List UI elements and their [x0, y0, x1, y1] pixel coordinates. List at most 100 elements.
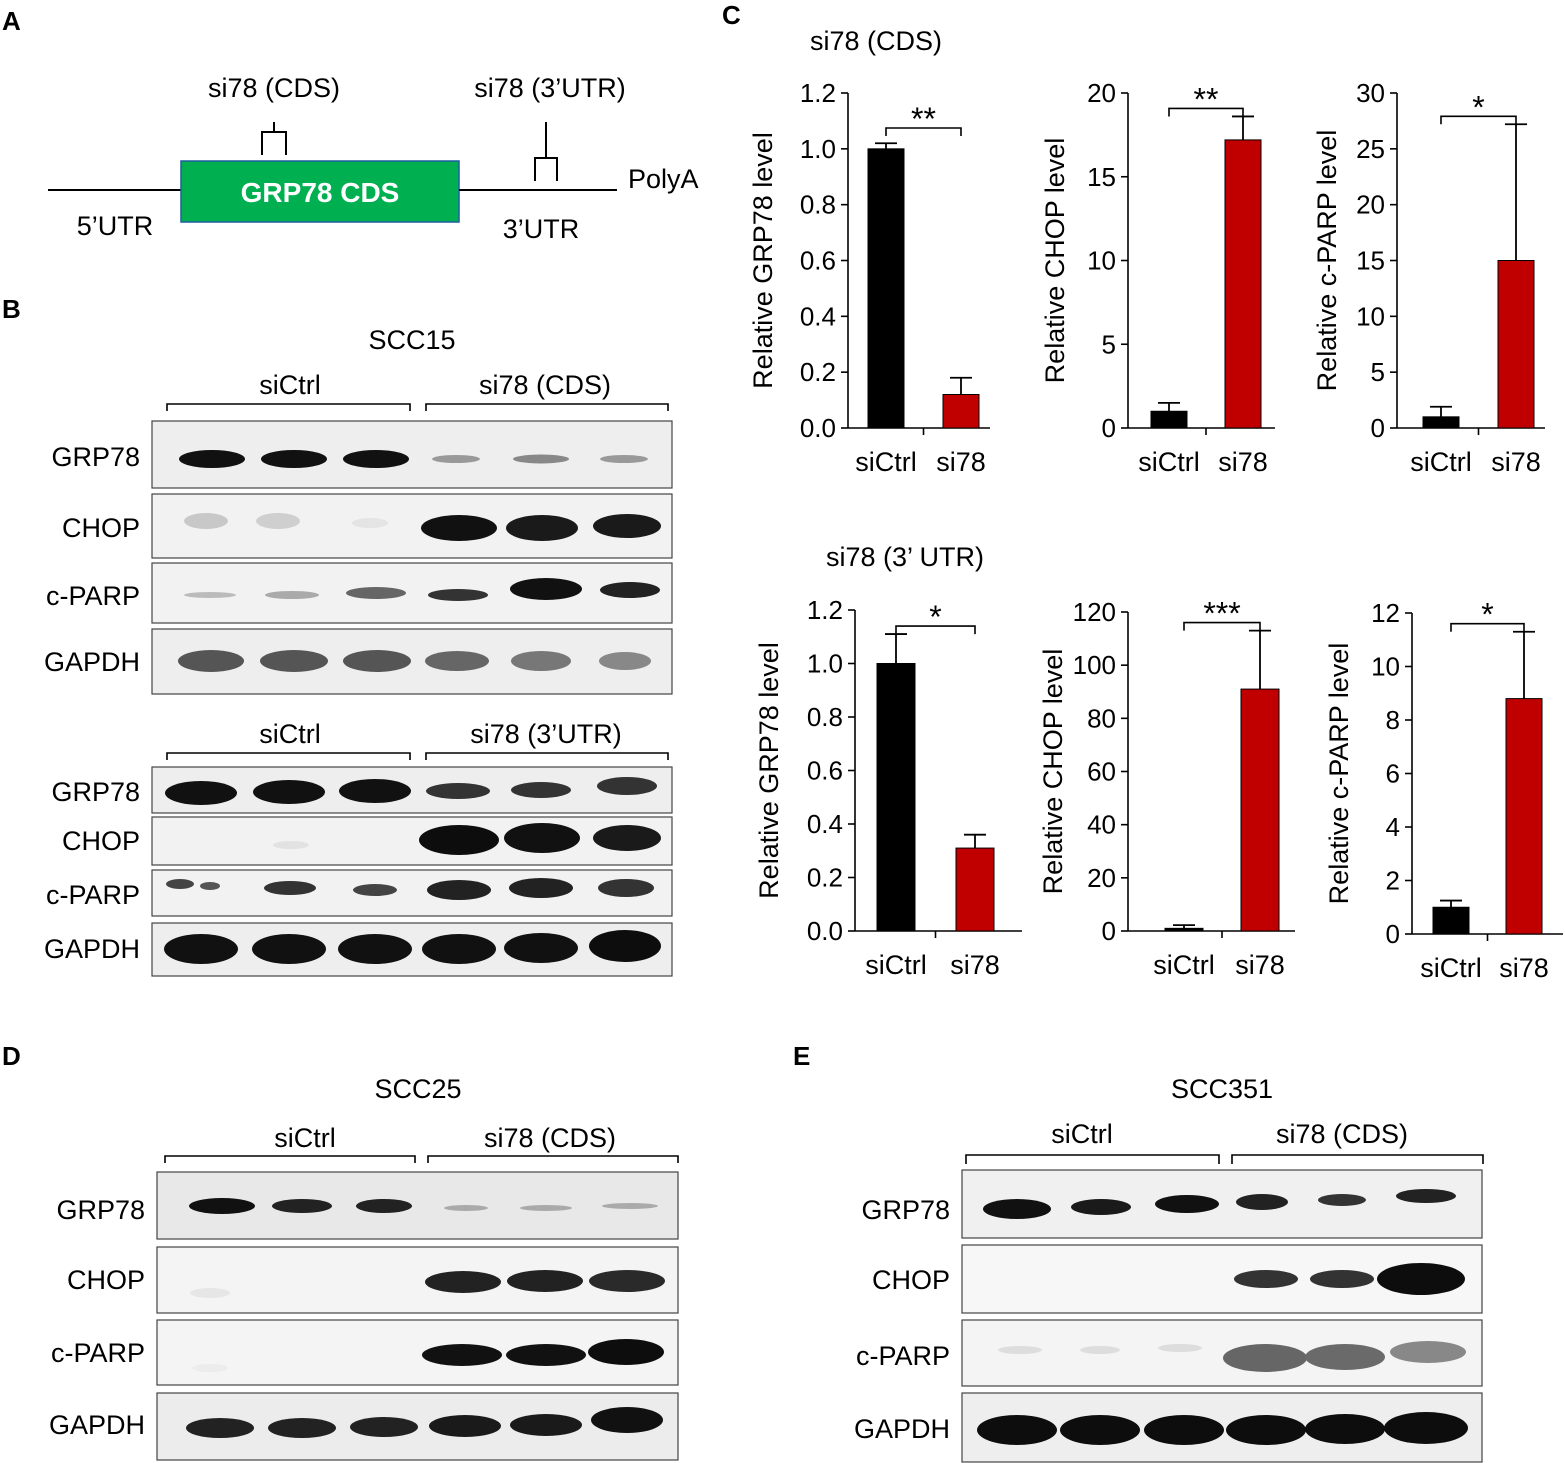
- row-label: CHOP: [67, 1265, 145, 1295]
- y-tick-label: 10: [1356, 301, 1385, 331]
- y-tick-label: 0.0: [807, 916, 843, 946]
- blot-strip: [151, 766, 673, 814]
- group-label-si78-utr: si78 (3’UTR): [470, 719, 622, 749]
- band: [602, 1203, 658, 1209]
- band: [166, 879, 194, 889]
- band: [1310, 1270, 1374, 1288]
- band: [589, 1270, 665, 1292]
- band: [511, 651, 571, 671]
- blot-strip: [151, 869, 673, 917]
- y-tick-label: 25: [1356, 134, 1385, 164]
- group-bracket: [427, 1155, 679, 1163]
- y-axis-label: Relative CHOP level: [1038, 649, 1068, 895]
- significance-label: *: [1481, 597, 1493, 633]
- band: [425, 1271, 501, 1293]
- band: [192, 1364, 228, 1372]
- cds-target-marker: [261, 122, 287, 155]
- y-tick-label: 0.8: [800, 190, 836, 220]
- band: [252, 934, 326, 964]
- x-tick-label: si78: [936, 447, 986, 477]
- band: [200, 882, 220, 890]
- utr3-label: 3’UTR: [503, 214, 580, 244]
- bar: [1150, 410, 1188, 429]
- row-label: c-PARP: [856, 1341, 950, 1371]
- row-label: GRP78: [861, 1195, 950, 1225]
- x-tick-label: siCtrl: [1420, 953, 1482, 983]
- band: [1080, 1346, 1120, 1354]
- band: [190, 1288, 230, 1298]
- panel-a-label: A: [2, 6, 21, 36]
- band: [513, 454, 569, 464]
- site-cds-label: si78 (CDS): [208, 73, 340, 103]
- y-tick-label: 0.2: [807, 863, 843, 893]
- y-axis-label: Relative CHOP level: [1040, 138, 1070, 384]
- blot-row-grp78: GRP78: [51, 766, 673, 814]
- panel-b-label: B: [2, 294, 21, 324]
- site-utr-label: si78 (3’UTR): [474, 73, 626, 103]
- row-label: GRP78: [56, 1195, 145, 1225]
- band: [256, 513, 300, 529]
- band: [356, 1199, 412, 1213]
- band: [264, 881, 316, 895]
- blot-row-chop: CHOP: [872, 1244, 1483, 1314]
- row-label: c-PARP: [51, 1338, 145, 1368]
- bar: [942, 394, 980, 429]
- band: [260, 650, 328, 672]
- y-tick-label: 15: [1356, 246, 1385, 276]
- y-tick-label: 1.0: [807, 649, 843, 679]
- y-axis-label: Relative GRP78 level: [754, 642, 784, 899]
- panel-a: A GRP78 CDS 5’UTR 3’UTR PolyA si78 (CDS)…: [2, 6, 699, 244]
- x-tick-label: si78: [1235, 950, 1285, 980]
- band: [339, 779, 411, 803]
- band: [164, 934, 238, 964]
- heading-cds: si78 (CDS): [810, 26, 942, 56]
- blot-strip: [151, 562, 673, 624]
- band: [600, 582, 660, 598]
- band: [186, 1418, 254, 1438]
- band: [1158, 1344, 1202, 1352]
- band: [600, 455, 648, 463]
- significance-label: *: [1472, 89, 1484, 125]
- y-tick-label: 100: [1073, 650, 1116, 680]
- group-bracket: [425, 403, 669, 411]
- significance-bracket: [1450, 622, 1525, 632]
- blot-row-c-parp: c-PARP: [51, 1319, 679, 1386]
- significance-label: ***: [1203, 596, 1240, 632]
- y-tick-label: 0: [1371, 413, 1385, 443]
- y-tick-label: 8: [1386, 705, 1400, 735]
- bar: [1164, 927, 1204, 932]
- band: [507, 1270, 583, 1292]
- band: [429, 1415, 501, 1437]
- y-tick-label: 2: [1386, 866, 1400, 896]
- y-tick-label: 80: [1087, 703, 1116, 733]
- blot-row-grp78: GRP78: [56, 1171, 679, 1240]
- panel-c: C si78 (CDS) si78 (3’ UTR) 0.00.20.40.60…: [722, 0, 1563, 983]
- cell-line-title: SCC15: [368, 325, 455, 355]
- y-tick-label: 0.4: [807, 809, 843, 839]
- grp78-cds-box: [180, 160, 460, 223]
- band: [1396, 1189, 1456, 1203]
- band: [1223, 1344, 1307, 1372]
- panel-e: E SCC351 siCtrl si78 (CDS) GRP78 CHOP c-…: [793, 1041, 1484, 1463]
- x-tick-label: si78: [1491, 447, 1541, 477]
- band: [1155, 1195, 1219, 1213]
- y-tick-label: 0: [1386, 919, 1400, 949]
- band: [1144, 1415, 1224, 1445]
- panel-d: D SCC25 siCtrl si78 (CDS) GRP78 CHOP c-P…: [2, 1041, 679, 1461]
- band: [998, 1346, 1042, 1354]
- significance-bracket: [885, 127, 962, 136]
- band: [1226, 1415, 1306, 1445]
- y-tick-label: 0.6: [800, 246, 836, 276]
- y-tick-label: 0.0: [800, 413, 836, 443]
- band: [593, 514, 661, 538]
- band: [272, 1199, 332, 1213]
- band: [1305, 1344, 1385, 1370]
- group-bracket: [166, 403, 411, 411]
- group-label-sictrl: siCtrl: [1051, 1119, 1113, 1149]
- utr-target-marker: [534, 122, 558, 181]
- y-tick-label: 0: [1102, 916, 1116, 946]
- band: [983, 1199, 1051, 1219]
- band: [444, 1205, 488, 1211]
- group-label-si78-cds: si78 (CDS): [479, 370, 611, 400]
- blot-strip: [151, 816, 673, 866]
